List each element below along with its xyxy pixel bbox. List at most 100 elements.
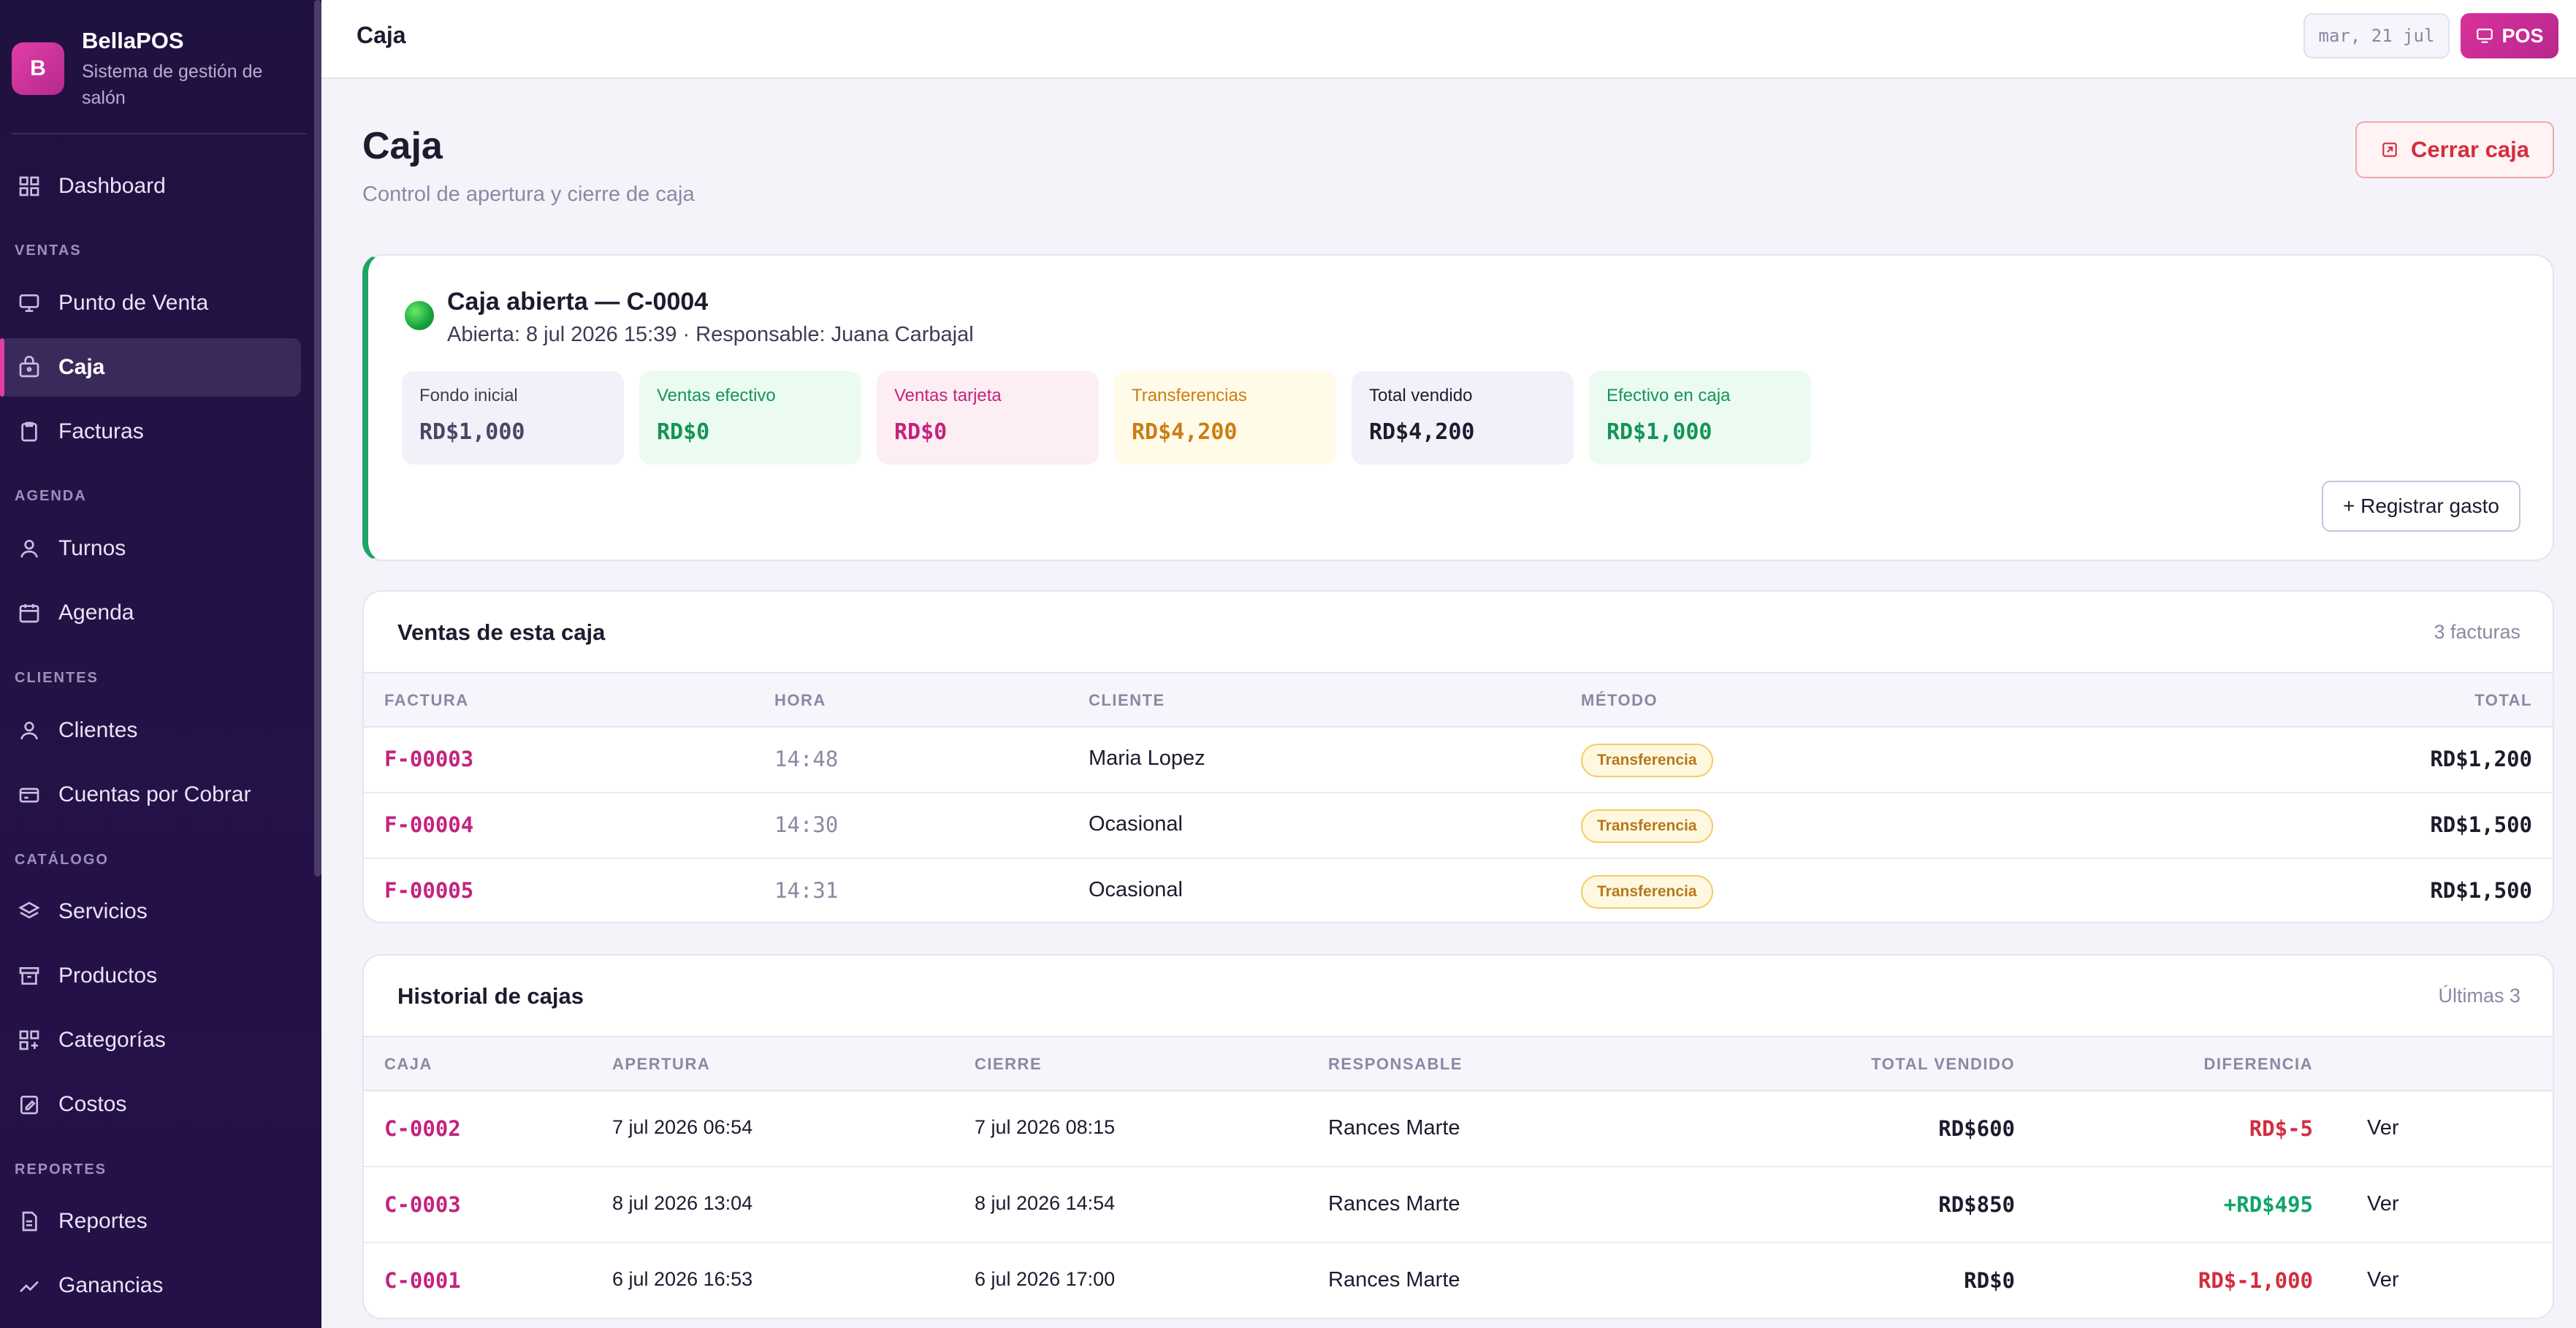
table-row[interactable]: C-0001 6 jul 2026 16:53 6 jul 2026 17:00… <box>364 1243 2553 1318</box>
nav-section-catalogo: CATÁLOGO <box>15 852 109 868</box>
pos-icon <box>19 294 39 312</box>
sale-client: Ocasional <box>1089 812 1183 836</box>
sale-total: RD$1,500 <box>2430 812 2532 837</box>
column-header: CLIENTE <box>1089 691 1165 709</box>
page-subtitle: Control de apertura y cierre de caja <box>362 183 695 206</box>
stat-fondo-inicial: Fondo inicial RD$1,000 <box>402 371 624 465</box>
stat-value: RD$4,200 <box>1132 419 1238 445</box>
sidebar-item-agenda[interactable]: Agenda <box>0 584 301 642</box>
sidebar-item-label: Reportes <box>58 1209 148 1233</box>
table-row[interactable]: F-00005 14:31 Ocasional Transferencia RD… <box>364 859 2553 922</box>
brand-name: BellaPOS <box>82 28 184 53</box>
view-link[interactable]: Ver <box>2367 1116 2399 1140</box>
sidebar-item-productos[interactable]: Productos <box>0 947 301 1005</box>
invoice-link[interactable]: F-00003 <box>384 747 474 771</box>
sidebar-item-dashboard[interactable]: Dashboard <box>0 157 301 215</box>
brand: B BellaPOS Sistema de gestión de salón <box>12 25 307 134</box>
open-status-dot <box>405 301 434 330</box>
stat-label: Ventas tarjeta <box>894 386 1002 405</box>
sale-client: Maria Lopez <box>1089 747 1205 770</box>
sale-total: RD$1,500 <box>2430 878 2532 903</box>
trend-icon <box>20 1281 39 1292</box>
table-row[interactable]: C-0002 7 jul 2026 06:54 7 jul 2026 08:15… <box>364 1091 2553 1167</box>
pos-button[interactable]: POS <box>2461 13 2558 58</box>
sales-title: Ventas de esta caja <box>397 619 606 645</box>
client-icon <box>20 722 38 740</box>
sidebar-item-categorias[interactable]: Categorías <box>0 1011 301 1069</box>
cash-register-icon <box>19 356 39 378</box>
register-code-link[interactable]: C-0001 <box>384 1268 461 1293</box>
sidebar-scrollbar[interactable] <box>314 0 321 877</box>
sidebar-item-label: Servicios <box>58 899 148 923</box>
close-register-icon <box>2382 142 2397 157</box>
sidebar-item-clientes[interactable]: Clientes <box>0 701 301 760</box>
register-code-link[interactable]: C-0002 <box>384 1116 461 1141</box>
page-title: Caja <box>362 125 443 167</box>
column-header: TOTAL VENDIDO <box>1871 1055 2015 1073</box>
stat-value: RD$1,000 <box>419 419 525 445</box>
box-icon <box>19 967 39 985</box>
table-row[interactable]: F-00003 14:48 Maria Lopez Transferencia … <box>364 728 2553 793</box>
sidebar-item-label: Categorías <box>58 1028 166 1052</box>
sidebar-item-caja[interactable]: Caja <box>0 338 301 397</box>
sales-count: 3 facturas <box>2434 621 2520 643</box>
open-register-meta: Abierta: 8 jul 2026 15:39 · Responsable:… <box>447 323 974 346</box>
register-expense-button[interactable]: + Registrar gasto <box>2322 481 2520 532</box>
sidebar-item-cuentas-por-cobrar[interactable]: Cuentas por Cobrar <box>0 766 301 824</box>
column-header: HORA <box>774 691 826 709</box>
invoice-link[interactable]: F-00004 <box>384 812 474 837</box>
brand-logo: B <box>12 42 64 95</box>
sidebar-item-label: Clientes <box>58 718 138 742</box>
sale-time: 14:30 <box>774 812 839 837</box>
view-link[interactable]: Ver <box>2367 1268 2399 1291</box>
total-sold: RD$0 <box>1964 1268 2015 1293</box>
monitor-icon <box>2477 28 2493 43</box>
payment-method-badge: Transferencia <box>1581 744 1713 777</box>
user-icon <box>20 540 38 558</box>
sidebar-item-costos[interactable]: Costos <box>0 1075 301 1134</box>
column-header: DIFERENCIA <box>2203 1055 2313 1073</box>
sidebar-item-label: Costos <box>58 1092 127 1116</box>
sidebar-item-servicios[interactable]: Servicios <box>0 882 301 941</box>
sidebar-item-label: Ganancias <box>58 1273 164 1297</box>
brand-subtitle: Sistema de gestión de salón <box>82 61 263 108</box>
sidebar-item-label: Cuentas por Cobrar <box>58 782 251 806</box>
stat-ventas-efectivo: Ventas efectivo RD$0 <box>639 371 861 465</box>
date-chip: mar, 21 jul <box>2303 13 2450 58</box>
table-row[interactable]: C-0003 8 jul 2026 13:04 8 jul 2026 14:54… <box>364 1167 2553 1243</box>
column-header: APERTURA <box>612 1055 711 1073</box>
view-link[interactable]: Ver <box>2367 1192 2399 1216</box>
responsible: Rances Marte <box>1328 1116 1460 1140</box>
register-code-link[interactable]: C-0003 <box>384 1192 461 1217</box>
total-sold: RD$850 <box>1938 1192 2015 1217</box>
topbar: Caja mar, 21 jul POS <box>321 0 2576 79</box>
table-row[interactable]: F-00004 14:30 Ocasional Transferencia RD… <box>364 793 2553 859</box>
difference: RD$-1,000 <box>2198 1268 2313 1293</box>
sidebar-item-facturas[interactable]: Facturas <box>0 402 301 461</box>
sidebar-item-punto-de-venta[interactable]: Punto de Venta <box>0 274 301 332</box>
history-count: Últimas 3 <box>2438 985 2520 1007</box>
open-register-title: Caja abierta — C-0004 <box>447 288 709 316</box>
sidebar-item-turnos[interactable]: Turnos <box>0 519 301 578</box>
sidebar-item-ganancias[interactable]: Ganancias <box>0 1256 301 1315</box>
opening-time: 8 jul 2026 13:04 <box>612 1192 753 1214</box>
report-icon <box>22 1211 37 1232</box>
opening-time: 6 jul 2026 16:53 <box>612 1268 753 1290</box>
stat-value: RD$4,200 <box>1369 419 1475 445</box>
invoice-link[interactable]: F-00005 <box>384 878 474 903</box>
difference: +RD$495 <box>2223 1192 2313 1217</box>
column-header: CAJA <box>384 1055 432 1073</box>
sidebar-item-label: Dashboard <box>58 174 166 198</box>
sidebar-item-reportes[interactable]: Reportes <box>0 1192 301 1251</box>
sidebar-item-label: Productos <box>58 963 158 988</box>
stat-ventas-tarjeta: Ventas tarjeta RD$0 <box>877 371 1099 465</box>
credit-card-icon <box>19 787 39 803</box>
column-header: FACTURA <box>384 691 469 709</box>
column-header: TOTAL <box>2474 691 2532 709</box>
open-register-card: Caja abierta — C-0004 Abierta: 8 jul 202… <box>362 254 2554 561</box>
close-register-button[interactable]: Cerrar caja <box>2355 121 2554 178</box>
dashboard-icon <box>19 176 39 196</box>
nav-section-ventas: VENTAS <box>15 243 82 259</box>
sale-time: 14:31 <box>774 878 839 903</box>
payment-method-badge: Transferencia <box>1581 875 1713 909</box>
